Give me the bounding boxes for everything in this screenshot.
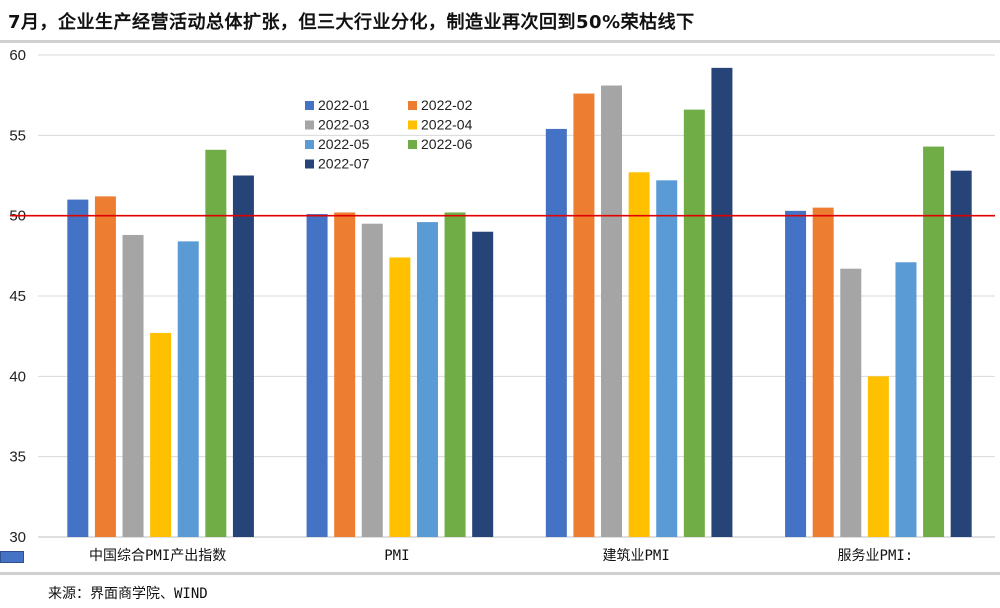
bar [573, 93, 595, 537]
bar [361, 223, 383, 537]
bar [601, 85, 623, 537]
bar [656, 180, 678, 537]
bar [840, 268, 862, 537]
bar [334, 212, 356, 537]
bar [867, 376, 889, 537]
legend-label: 2022-05 [318, 136, 370, 152]
bar [177, 241, 199, 537]
bar [895, 262, 917, 537]
legend-label: 2022-03 [318, 117, 370, 133]
legend-label: 2022-01 [318, 97, 370, 113]
y-tick-label: 55 [9, 127, 26, 144]
y-tick-label: 60 [9, 47, 26, 64]
legend-label: 2022-07 [318, 156, 370, 172]
x-tick-label: 建筑业PMI [602, 548, 669, 564]
y-tick-label: 40 [9, 368, 26, 385]
legend-swatch [408, 120, 417, 130]
bottom-divider [0, 572, 1000, 575]
x-tick-label: PMI [384, 548, 409, 564]
bar [94, 196, 116, 538]
x-tick-label: 服务业PMI: [838, 548, 914, 564]
bar [628, 172, 650, 537]
bar [444, 212, 466, 537]
legend-swatch [408, 140, 417, 149]
bar [785, 210, 807, 537]
bar [122, 234, 144, 538]
y-tick-label: 35 [9, 449, 26, 466]
bar [416, 222, 438, 538]
legend-label: 2022-04 [421, 117, 473, 133]
legend-swatch [408, 101, 417, 110]
bar [150, 332, 172, 537]
bar [711, 67, 733, 537]
bar [472, 231, 494, 537]
bar [389, 257, 411, 537]
legend-label: 2022-02 [421, 97, 473, 113]
bar [923, 146, 945, 537]
bar [950, 170, 972, 537]
legend-swatch [305, 140, 314, 149]
y-tick-label: 45 [9, 288, 26, 305]
bar [545, 128, 567, 537]
bar [232, 175, 254, 537]
legend-stub-swatch [0, 551, 24, 563]
legend-swatch [305, 159, 314, 169]
legend-swatch [305, 120, 314, 130]
legend-label: 2022-06 [421, 136, 473, 152]
x-tick-label: 中国综合PMI产出指数 [89, 548, 226, 564]
legend-swatch [305, 101, 314, 110]
bar [306, 214, 328, 537]
bar [812, 207, 834, 537]
source-note: 来源：界面商学院、WIND [48, 586, 208, 602]
chart-title: 7月，企业生产经营活动总体扩张，但三大行业分化，制造业再次回到50%荣枯线下 [8, 12, 695, 33]
bar [67, 199, 89, 537]
bar [205, 149, 227, 537]
y-tick-label: 30 [9, 529, 26, 546]
bar [683, 109, 705, 538]
title-divider [0, 40, 1000, 43]
